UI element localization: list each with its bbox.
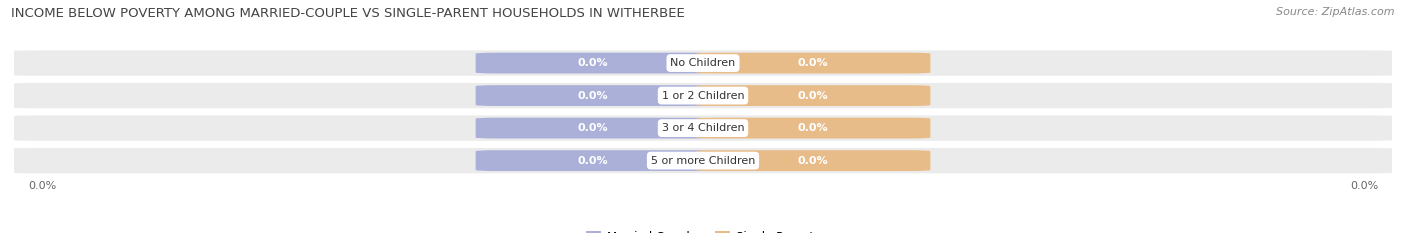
FancyBboxPatch shape <box>7 83 1399 108</box>
FancyBboxPatch shape <box>7 115 1399 141</box>
Text: Source: ZipAtlas.com: Source: ZipAtlas.com <box>1277 7 1395 17</box>
FancyBboxPatch shape <box>7 148 1399 173</box>
Text: 0.0%: 0.0% <box>799 123 828 133</box>
Text: 0.0%: 0.0% <box>578 91 607 101</box>
Legend: Married Couples, Single Parents: Married Couples, Single Parents <box>581 226 825 233</box>
FancyBboxPatch shape <box>696 85 931 106</box>
FancyBboxPatch shape <box>7 50 1399 76</box>
FancyBboxPatch shape <box>696 118 931 138</box>
Text: No Children: No Children <box>671 58 735 68</box>
Text: 0.0%: 0.0% <box>799 91 828 101</box>
Text: 0.0%: 0.0% <box>799 58 828 68</box>
FancyBboxPatch shape <box>696 150 931 171</box>
FancyBboxPatch shape <box>475 85 710 106</box>
Text: INCOME BELOW POVERTY AMONG MARRIED-COUPLE VS SINGLE-PARENT HOUSEHOLDS IN WITHERB: INCOME BELOW POVERTY AMONG MARRIED-COUPL… <box>11 7 685 20</box>
Text: 0.0%: 0.0% <box>799 156 828 166</box>
Text: 0.0%: 0.0% <box>578 58 607 68</box>
Text: 5 or more Children: 5 or more Children <box>651 156 755 166</box>
Text: 0.0%: 0.0% <box>578 156 607 166</box>
Text: 0.0%: 0.0% <box>578 123 607 133</box>
Text: 3 or 4 Children: 3 or 4 Children <box>662 123 744 133</box>
Text: 1 or 2 Children: 1 or 2 Children <box>662 91 744 101</box>
FancyBboxPatch shape <box>475 150 710 171</box>
Text: 0.0%: 0.0% <box>28 181 56 191</box>
FancyBboxPatch shape <box>696 53 931 73</box>
FancyBboxPatch shape <box>475 53 710 73</box>
Text: 0.0%: 0.0% <box>1350 181 1378 191</box>
FancyBboxPatch shape <box>475 118 710 138</box>
